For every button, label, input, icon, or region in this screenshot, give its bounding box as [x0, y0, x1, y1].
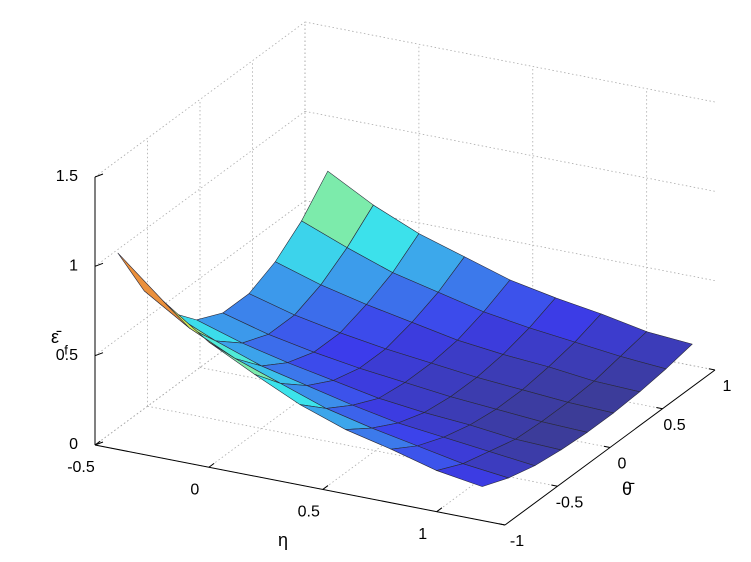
surface: [117, 170, 693, 487]
grid-line: [304, 110, 716, 192]
x-tick-label: 0: [190, 481, 199, 498]
z-tick: [94, 441, 104, 446]
x-tick: [436, 507, 443, 513]
z-tick-label: 0: [69, 436, 78, 453]
surface-patch: [435, 463, 510, 487]
x-tick-label: -0.5: [67, 459, 95, 476]
x-tick-label: 1: [418, 526, 427, 543]
y-tick-label: -1: [510, 533, 524, 550]
y-tick-label: -0.5: [556, 494, 584, 511]
y-axis-label: θ̄: [622, 479, 635, 499]
z-tick-label: 1: [69, 258, 78, 275]
x-tick-label: 0.5: [298, 504, 320, 521]
y-tick: [498, 523, 506, 526]
axes-layer: -0.5 0 0.5 1 -1 -0.5 0 0.5 1 0 0.5 1 1.5: [56, 168, 732, 550]
y-tick: [603, 445, 611, 448]
y-tick: [551, 484, 558, 487]
y-tick: [656, 407, 663, 410]
y-tick-label: 1: [723, 378, 732, 395]
y-tick: [708, 368, 716, 371]
z-tick-label: 1.5: [56, 168, 78, 185]
y-tick-label: 0.5: [663, 417, 685, 434]
z-tick-label: 0.5: [56, 347, 78, 364]
z-tick: [94, 262, 104, 267]
x-tick: [322, 485, 329, 490]
x-tick: [208, 462, 215, 468]
z-axis-label: ε̄: [51, 327, 62, 347]
grid-line: [304, 21, 716, 103]
x-axis-label: η: [278, 530, 288, 550]
grid-line: [304, 200, 716, 282]
z-tick: [94, 173, 104, 178]
y-tick-label: 0: [618, 456, 627, 473]
z-axis-label-subscript: f: [64, 342, 68, 357]
z-tick: [94, 352, 104, 357]
